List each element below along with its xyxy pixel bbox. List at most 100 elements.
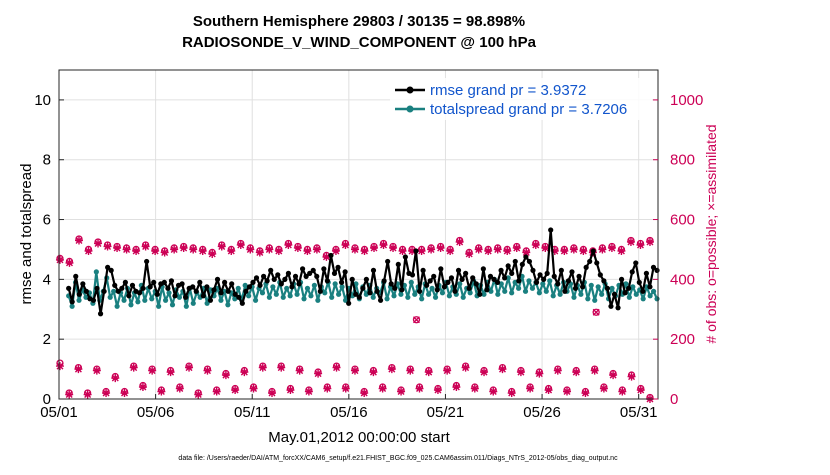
series-rmse-point: [299, 266, 306, 272]
series-rmse-point: [402, 254, 408, 260]
obs-assimilated-marker: [474, 245, 483, 254]
obs-assimilated-marker: [286, 386, 295, 395]
series-rmse-point: [108, 267, 114, 273]
series-rmse-point: [115, 288, 121, 294]
series-rmse-point: [257, 282, 263, 288]
series-totalspread-point: [280, 294, 286, 300]
obs-assimilated-marker: [217, 242, 226, 251]
series-totalspread-point: [543, 288, 549, 294]
obs-assimilated-marker: [189, 245, 198, 254]
series-totalspread-point: [592, 297, 598, 303]
series-rmse-point: [278, 281, 284, 287]
series-totalspread-point: [308, 293, 314, 299]
obs-assimilated-marker: [598, 245, 607, 254]
obs-assimilated-marker: [369, 368, 378, 377]
series-rmse-point: [502, 275, 508, 281]
y2-tick-label: 200: [670, 331, 695, 348]
series-rmse-point: [395, 261, 401, 268]
series-rmse-point: [225, 288, 231, 294]
series-totalspread-point: [384, 296, 390, 302]
obs-assimilated-marker: [378, 384, 387, 393]
obs-assimilated-marker: [122, 245, 131, 254]
series-totalspread-point: [252, 297, 259, 303]
obs-assimilated-marker: [507, 389, 516, 398]
obs-assimilated-marker: [221, 371, 230, 380]
obs-assimilated-marker: [231, 386, 240, 395]
series-rmse-point: [377, 297, 384, 303]
chart-title-line2: RADIOSONDE_V_WIND_COMPONENT @ 100 hPa: [182, 34, 537, 51]
obs-assimilated-marker: [370, 243, 379, 252]
series-rmse-point: [434, 287, 440, 293]
obs-assimilated-marker: [569, 245, 578, 254]
series-rmse-point: [129, 282, 136, 288]
obs-assimilated-marker: [212, 387, 221, 396]
series-rmse-point: [243, 288, 249, 294]
series-rmse-point: [459, 276, 465, 282]
series-rmse-point: [505, 263, 511, 269]
series-totalspread-point: [259, 290, 266, 296]
series-rmse-point: [466, 285, 472, 291]
series-totalspread-point: [315, 297, 321, 303]
obs-assimilated-marker: [522, 248, 531, 257]
obs-assimilated-marker: [541, 243, 550, 252]
series-totalspread-point: [633, 291, 639, 297]
obs-assimilated-marker: [498, 365, 507, 374]
series-rmse-point: [643, 270, 650, 276]
y2-tick-label: 600: [670, 212, 695, 229]
series-totalspread-point: [509, 290, 515, 296]
obs-assimilated-marker: [74, 236, 83, 245]
series-rmse-point: [572, 285, 579, 291]
x-axis-label: May.01,2012 00:00:00 start: [268, 429, 450, 446]
series-rmse-point: [296, 281, 302, 287]
series-rmse-point: [314, 273, 320, 279]
series-rmse-point: [331, 270, 338, 276]
series-totalspread-point: [502, 288, 508, 294]
obs-assimilated-marker: [55, 362, 64, 371]
obs-assimilated-marker: [65, 390, 74, 399]
series-totalspread-point: [515, 285, 522, 291]
series-totalspread-point: [609, 285, 615, 291]
series-totalspread-point: [426, 291, 432, 297]
obs-assimilated-marker: [618, 387, 627, 396]
series-rmse-point: [438, 266, 444, 272]
y-axis: 0 2 4 6 8 10: [34, 92, 64, 408]
series-totalspread-point: [311, 282, 317, 288]
obs-assimilated-marker: [408, 246, 417, 255]
series-rmse-point: [374, 288, 380, 294]
obs-assimilated-marker: [512, 243, 521, 252]
series-rmse-point: [590, 248, 596, 254]
y2-tick-label: 400: [670, 271, 695, 288]
series-rmse-point: [211, 287, 217, 293]
series-rmse-point: [246, 284, 253, 290]
obs-outlier-marker: [413, 316, 420, 324]
legend: rmse grand pr = 3.9372 totalspread grand…: [390, 78, 652, 120]
series-rmse-point: [151, 279, 157, 285]
obs-assimilated-marker: [417, 246, 426, 255]
series-rmse-point: [448, 275, 455, 281]
series-rmse-point: [654, 267, 660, 273]
series-totalspread-point: [550, 293, 556, 299]
obs-assimilated-marker: [609, 371, 618, 380]
series-rmse-point: [324, 278, 331, 284]
series-rmse-point: [264, 278, 270, 284]
obs-assimilated-marker: [92, 366, 101, 375]
series-rmse-point: [172, 293, 178, 299]
legend-rmse-marker: [406, 86, 414, 94]
obs-markers: [55, 235, 654, 403]
series-totalspread-point: [169, 302, 176, 308]
obs-assimilated-marker: [626, 237, 635, 246]
y2-axis: 0 200 400 600 800 1000: [653, 92, 703, 408]
series-rmse-point: [140, 285, 146, 291]
series-totalspread-point: [432, 294, 439, 300]
obs-assimilated-marker: [531, 240, 540, 249]
series-rmse-point: [229, 281, 235, 287]
obs-assimilated-marker: [265, 245, 274, 254]
obs-assimilated-marker: [436, 243, 445, 252]
legend-spread-marker: [406, 105, 414, 113]
series-totalspread-point: [225, 302, 231, 308]
series-totalspread-point: [114, 303, 120, 309]
obs-assimilated-marker: [129, 363, 138, 372]
series-totalspread-point: [547, 278, 553, 284]
series-rmse-point: [562, 288, 568, 294]
series-totalspread-point: [235, 285, 241, 291]
